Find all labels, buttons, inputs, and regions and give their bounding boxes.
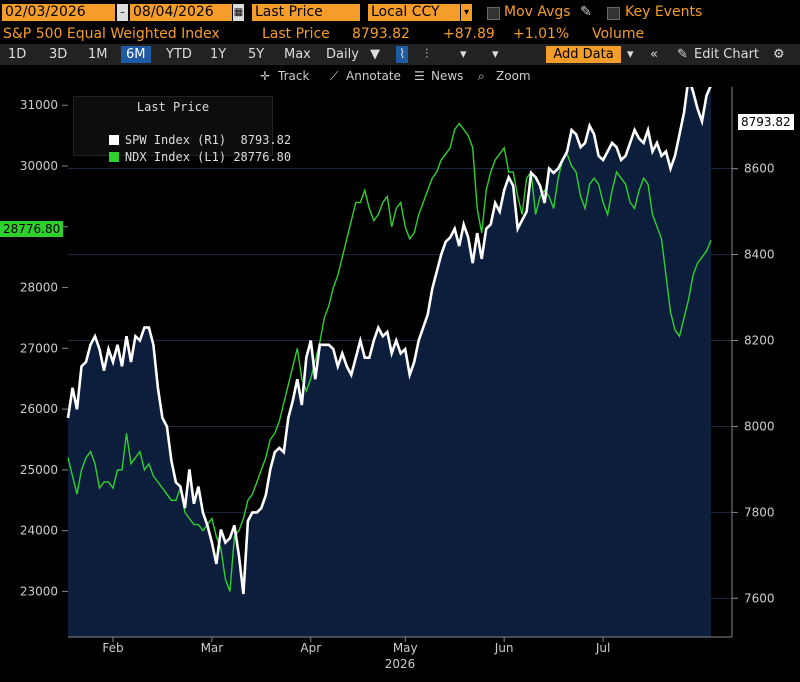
percent-change: +1.01%: [513, 26, 570, 42]
zoom-button[interactable]: Zoom: [496, 69, 531, 83]
x-tick-label: Jul: [595, 641, 610, 655]
legend-axis: (L1): [197, 150, 227, 164]
legend-item-ndx[interactable]: NDX Index (L1) 28776.80: [80, 133, 291, 164]
period-tab[interactable]: 1M: [88, 47, 108, 62]
period-tab[interactable]: 3D: [49, 47, 68, 62]
x-axis: Feb Mar Apr May Jun Jul: [68, 636, 732, 655]
annotate-icon[interactable]: ⟋: [330, 69, 339, 83]
filter-icon[interactable]: ▾: [492, 47, 499, 62]
legend-value: 28776.80: [233, 150, 292, 164]
news-icon[interactable]: ☰: [414, 69, 425, 83]
news-button[interactable]: News: [431, 69, 464, 83]
period-tab[interactable]: 1Y: [210, 47, 227, 62]
key-events-label: Key Events: [625, 4, 703, 20]
left-tick-label: 25000: [20, 463, 58, 477]
key-events-checkbox[interactable]: [607, 7, 620, 20]
left-tick-label: 30000: [20, 159, 58, 173]
start-date-field[interactable]: 02/03/2026: [2, 4, 115, 21]
left-axis: 2300024000250002600027000280002900030000…: [20, 98, 68, 598]
security-header: S&P 500 Equal Weighted Index Last Price …: [0, 24, 800, 44]
legend-value: 8793.82: [240, 133, 292, 147]
pencil-icon[interactable]: ✎: [580, 4, 592, 20]
frequency-select[interactable]: Daily: [326, 47, 359, 62]
x-tick-label: Mar: [201, 641, 224, 655]
last-price: 8793.82: [352, 26, 410, 42]
chart-type-dropdown-icon[interactable]: ▾: [460, 47, 467, 62]
x-tick-label: Feb: [102, 641, 123, 655]
pencil-icon[interactable]: ✎: [677, 47, 688, 62]
legend-item-spw[interactable]: SPW Index (R1) 8793.82: [80, 116, 291, 147]
right-tick-label: 8400: [744, 248, 775, 262]
price-label: Last Price: [262, 26, 330, 42]
left-tick-label: 27000: [20, 341, 58, 355]
left-tick-label: 23000: [20, 584, 58, 598]
x-axis-label: 2026: [385, 657, 416, 671]
ndx-swatch: [108, 152, 119, 162]
period-tab[interactable]: Max: [284, 47, 311, 62]
chart-legend[interactable]: Last Price SPW Index (R1) 8793.82 NDX In…: [73, 96, 291, 164]
price-change: +87.89: [443, 26, 495, 42]
currency-select[interactable]: Local CCY: [368, 4, 460, 21]
right-tick-label: 8000: [744, 419, 775, 433]
track-button[interactable]: Track: [278, 69, 310, 83]
line-chart-icon[interactable]: ⌇: [396, 46, 409, 63]
spw-area-fill: [68, 87, 711, 637]
legend-series-name: NDX Index: [124, 150, 190, 164]
security-name: S&P 500 Equal Weighted Index: [3, 26, 220, 42]
period-tab[interactable]: 1D: [8, 47, 27, 62]
edit-chart-button[interactable]: Edit Chart: [694, 47, 760, 62]
left-tick-label: 24000: [20, 524, 58, 538]
price-field-select[interactable]: Last Price: [252, 4, 360, 21]
crosshair-icon[interactable]: ✛: [260, 69, 271, 83]
candlestick-icon[interactable]: ⫶: [425, 47, 429, 62]
spw-series-line: [66, 87, 712, 595]
date-separator-icon: –: [117, 4, 128, 21]
collapse-icon[interactable]: «: [650, 47, 658, 62]
right-tick-label: 7600: [744, 591, 775, 605]
add-data-dropdown-icon[interactable]: ▾: [627, 47, 634, 62]
end-date-field[interactable]: 08/04/2026: [130, 4, 232, 21]
volume-label: Volume: [592, 26, 645, 42]
left-tick-label: 26000: [20, 402, 58, 416]
spw-last-value-tag: 8793.82: [738, 114, 794, 130]
legend-title: Last Price: [136, 100, 210, 114]
x-tick-label: Jun: [494, 641, 514, 655]
chart-tools: ✛ Track ⟋ Annotate ☰ News ⌕ Zoom: [0, 65, 800, 87]
frequency-dropdown-icon[interactable]: ▼: [370, 47, 380, 62]
right-tick-label: 8200: [744, 334, 775, 348]
period-tab[interactable]: YTD: [166, 47, 192, 62]
price-chart[interactable]: 2300024000250002600027000280002900030000…: [0, 87, 800, 682]
mov-avgs-checkbox[interactable]: [487, 7, 500, 20]
spw-swatch: [108, 135, 119, 145]
period-toolbar: 1D 3D 1M 6M YTD 1Y 5Y Max Daily ▼ ⌇ ⫶ ▾ …: [0, 44, 800, 65]
ndx-last-value-tag: 28776.80: [0, 221, 64, 237]
right-axis: 7600 7800 8000 8200 8400 8600: [732, 162, 775, 605]
right-tick-label: 8600: [744, 162, 775, 176]
date-toolbar: 02/03/2026 – 08/04/2026 ▦ Last Price Loc…: [0, 0, 800, 24]
mov-avgs-label: Mov Avgs: [504, 4, 571, 20]
x-tick-label: May: [393, 641, 418, 655]
right-tick-label: 7800: [744, 505, 775, 519]
settings-gear-icon[interactable]: ⚙: [773, 47, 785, 62]
period-tab-selected[interactable]: 6M: [121, 46, 151, 63]
left-tick-label: 28000: [20, 281, 58, 295]
period-tab[interactable]: 5Y: [248, 47, 265, 62]
zoom-icon[interactable]: ⌕: [478, 69, 485, 83]
legend-series-name: SPW Index: [124, 133, 190, 147]
add-data-button[interactable]: Add Data: [546, 46, 621, 63]
left-tick-label: 31000: [20, 98, 58, 112]
x-tick-label: Apr: [300, 641, 321, 655]
legend-axis: (R1): [197, 133, 227, 147]
calendar-icon[interactable]: ▦: [233, 4, 244, 21]
ndx-series-line: [67, 122, 712, 592]
currency-dropdown-icon[interactable]: ▾: [461, 4, 472, 21]
annotate-button[interactable]: Annotate: [346, 69, 401, 83]
